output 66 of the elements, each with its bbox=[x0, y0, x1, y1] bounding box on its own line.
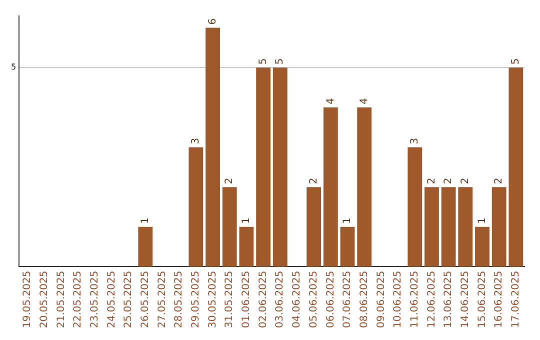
data-label: 3 bbox=[190, 138, 202, 144]
data-label: 2 bbox=[460, 178, 471, 184]
x-tick-label: 17.06.2025 bbox=[510, 270, 522, 328]
x-tick-label: 26.05.2025 bbox=[140, 270, 151, 328]
x-tick-label: 25.05.2025 bbox=[123, 270, 134, 328]
x-tick-label: 05.06.2025 bbox=[308, 270, 320, 328]
bar bbox=[458, 187, 473, 267]
bar bbox=[475, 226, 490, 267]
x-tick-label: 27.05.2025 bbox=[156, 270, 168, 328]
data-label: 2 bbox=[426, 178, 438, 184]
bar bbox=[323, 107, 338, 267]
x-tick-label: 06.06.2025 bbox=[325, 270, 336, 328]
bar bbox=[138, 226, 153, 267]
x-tick-label: 09.06.2025 bbox=[376, 270, 387, 328]
bar bbox=[424, 187, 439, 267]
x-tick-label: 07.06.2025 bbox=[342, 270, 354, 328]
x-tick-label: 31.05.2025 bbox=[224, 270, 236, 328]
bar bbox=[272, 68, 288, 267]
data-label: 2 bbox=[494, 178, 505, 184]
x-tick-label: 03.06.2025 bbox=[274, 270, 286, 328]
data-label: 1 bbox=[342, 218, 354, 224]
bar bbox=[306, 187, 322, 267]
data-label: 2 bbox=[443, 178, 454, 184]
x-tick-label: 08.06.2025 bbox=[358, 270, 370, 328]
bar bbox=[441, 187, 456, 267]
x-tick-label: 01.06.2025 bbox=[241, 270, 252, 328]
x-tick-label: 02.06.2025 bbox=[258, 270, 269, 328]
data-label: 2 bbox=[224, 178, 236, 184]
data-label: 1 bbox=[140, 218, 151, 224]
x-tick-label: 12.06.2025 bbox=[426, 270, 438, 328]
bar bbox=[206, 28, 220, 267]
x-tick-label: 24.05.2025 bbox=[106, 270, 118, 328]
x-tick-label: 30.05.2025 bbox=[207, 270, 218, 328]
bar bbox=[256, 68, 270, 267]
x-tick-label: 11.06.2025 bbox=[409, 270, 420, 328]
x-tick-label: 19.05.2025 bbox=[22, 270, 34, 328]
bar bbox=[222, 187, 237, 267]
data-label: 3 bbox=[409, 138, 420, 144]
data-label: 5 bbox=[258, 58, 269, 65]
bar bbox=[239, 226, 254, 267]
data-label: 2 bbox=[308, 178, 320, 184]
data-label: 5 bbox=[510, 58, 522, 65]
bar bbox=[340, 226, 355, 267]
data-label: 6 bbox=[207, 18, 218, 25]
bar bbox=[188, 147, 204, 267]
x-tick-label: 14.06.2025 bbox=[460, 270, 471, 328]
x-tick-label: 21.05.2025 bbox=[56, 270, 67, 328]
bar bbox=[408, 147, 422, 267]
data-label: 1 bbox=[476, 218, 488, 224]
bar bbox=[357, 107, 372, 267]
bar bbox=[492, 187, 506, 267]
x-tick-label: 28.05.2025 bbox=[174, 270, 185, 328]
x-tick-label: 29.05.2025 bbox=[190, 270, 202, 328]
data-label: 5 bbox=[274, 58, 286, 65]
x-tick-label: 22.05.2025 bbox=[72, 270, 84, 328]
x-tick-label: 20.05.2025 bbox=[38, 270, 50, 328]
bar bbox=[508, 68, 524, 267]
x-tick-label: 10.06.2025 bbox=[392, 270, 404, 328]
x-tick-label: 16.06.2025 bbox=[494, 270, 505, 328]
x-tick-label: 04.06.2025 bbox=[292, 270, 303, 328]
x-tick-label: 15.06.2025 bbox=[476, 270, 488, 328]
data-label: 4 bbox=[325, 98, 336, 104]
data-label: 1 bbox=[241, 218, 252, 224]
x-tick-label: 23.05.2025 bbox=[89, 270, 100, 328]
data-label: 4 bbox=[358, 98, 370, 104]
x-tick-label: 13.06.2025 bbox=[443, 270, 454, 328]
